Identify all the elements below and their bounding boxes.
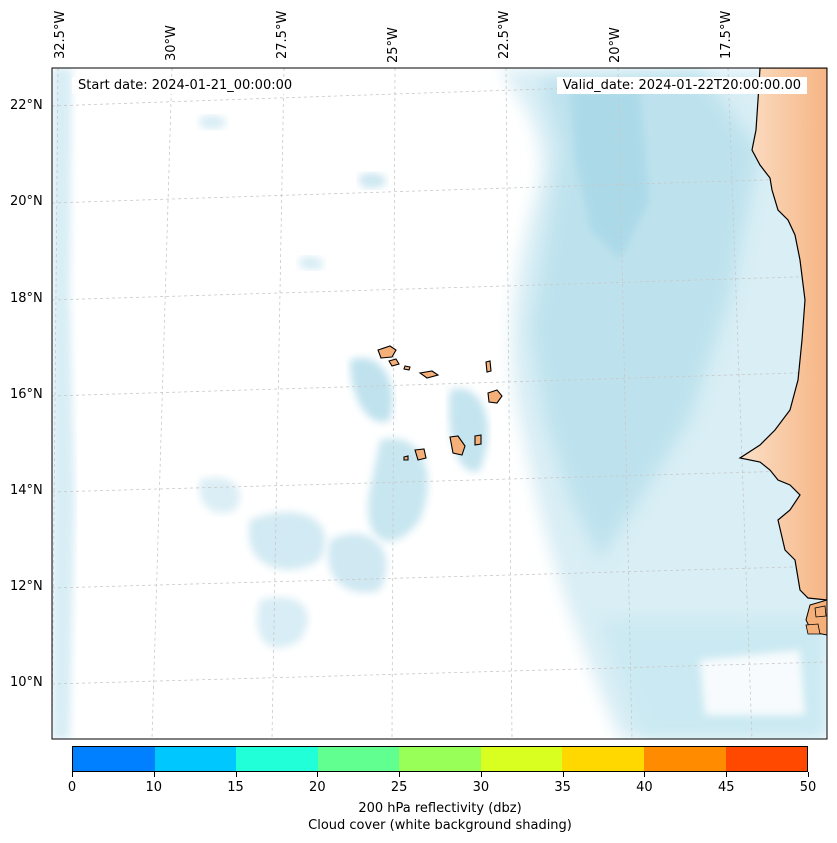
- longitude-label: 25°W: [386, 27, 401, 63]
- map-frame: [51, 67, 828, 740]
- start-date-label: Start date: 2024-01-21_00:00:00: [72, 77, 299, 94]
- latitude-label: 20°N: [10, 194, 43, 209]
- latitude-label: 16°N: [10, 387, 43, 402]
- colorbar-tick: [235, 772, 237, 777]
- reflectivity-colorbar: [72, 746, 808, 772]
- colorbar-tick-label: 0: [67, 780, 77, 795]
- colorbar-tick: [726, 772, 728, 777]
- colorbar-tick-label: 25: [390, 780, 408, 795]
- colorbar-segment: [643, 747, 726, 771]
- latitude-label: 14°N: [10, 483, 43, 498]
- latitude-label: 10°N: [10, 675, 43, 690]
- colorbar-tick: [644, 772, 646, 777]
- cloud-cover-shading: [52, 68, 827, 739]
- colorbar-segment: [236, 747, 318, 771]
- colorbar-tick-label: 30: [472, 780, 490, 795]
- latitude-label: 12°N: [10, 579, 43, 594]
- colorbar-segment: [154, 747, 237, 771]
- colorbar-tick-label: 40: [636, 780, 653, 795]
- map-gridlines: [52, 68, 827, 739]
- longitude-label: 30°W: [164, 25, 179, 61]
- colorbar-tick-label: 20: [309, 780, 326, 795]
- colorbar-segment: [725, 747, 808, 771]
- longitude-label: 20°W: [608, 27, 623, 63]
- longitude-label: 32.5°W: [53, 10, 68, 59]
- colorbar-tick-label: 50: [799, 780, 817, 795]
- cape-verde-islands: [377, 345, 503, 461]
- latitude-label: 22°N: [10, 98, 43, 113]
- colorbar-segment: [399, 747, 481, 771]
- colorbar-tick: [153, 772, 155, 777]
- longitude-label: 17.5°W: [719, 10, 734, 59]
- longitude-label: 27.5°W: [275, 10, 290, 59]
- colorbar-subtitle: Cloud cover (white background shading): [308, 818, 572, 833]
- colorbar-segment: [562, 747, 644, 771]
- colorbar-title: 200 hPa reflectivity (dbz): [358, 801, 522, 816]
- colorbar-tick: [399, 772, 401, 777]
- colorbar-tick: [562, 772, 564, 777]
- colorbar-tick: [808, 772, 809, 777]
- colorbar-tick-label: 10: [145, 780, 163, 795]
- colorbar-tick: [317, 772, 319, 777]
- africa-land: [738, 68, 827, 636]
- colorbar-tick-label: 15: [227, 780, 244, 795]
- colorbar-tick-label: 45: [717, 780, 735, 795]
- longitude-label: 22.5°W: [497, 10, 512, 59]
- colorbar-tick-label: 35: [554, 780, 571, 795]
- colorbar-segment: [317, 747, 400, 771]
- colorbar-tick: [72, 772, 73, 777]
- colorbar-segment: [480, 747, 563, 771]
- colorbar-tick: [480, 772, 482, 777]
- latitude-label: 18°N: [10, 291, 43, 306]
- colorbar-segment: [73, 747, 155, 771]
- valid-date-label: Valid_date: 2024-01-22T20:00:00.00: [556, 77, 807, 94]
